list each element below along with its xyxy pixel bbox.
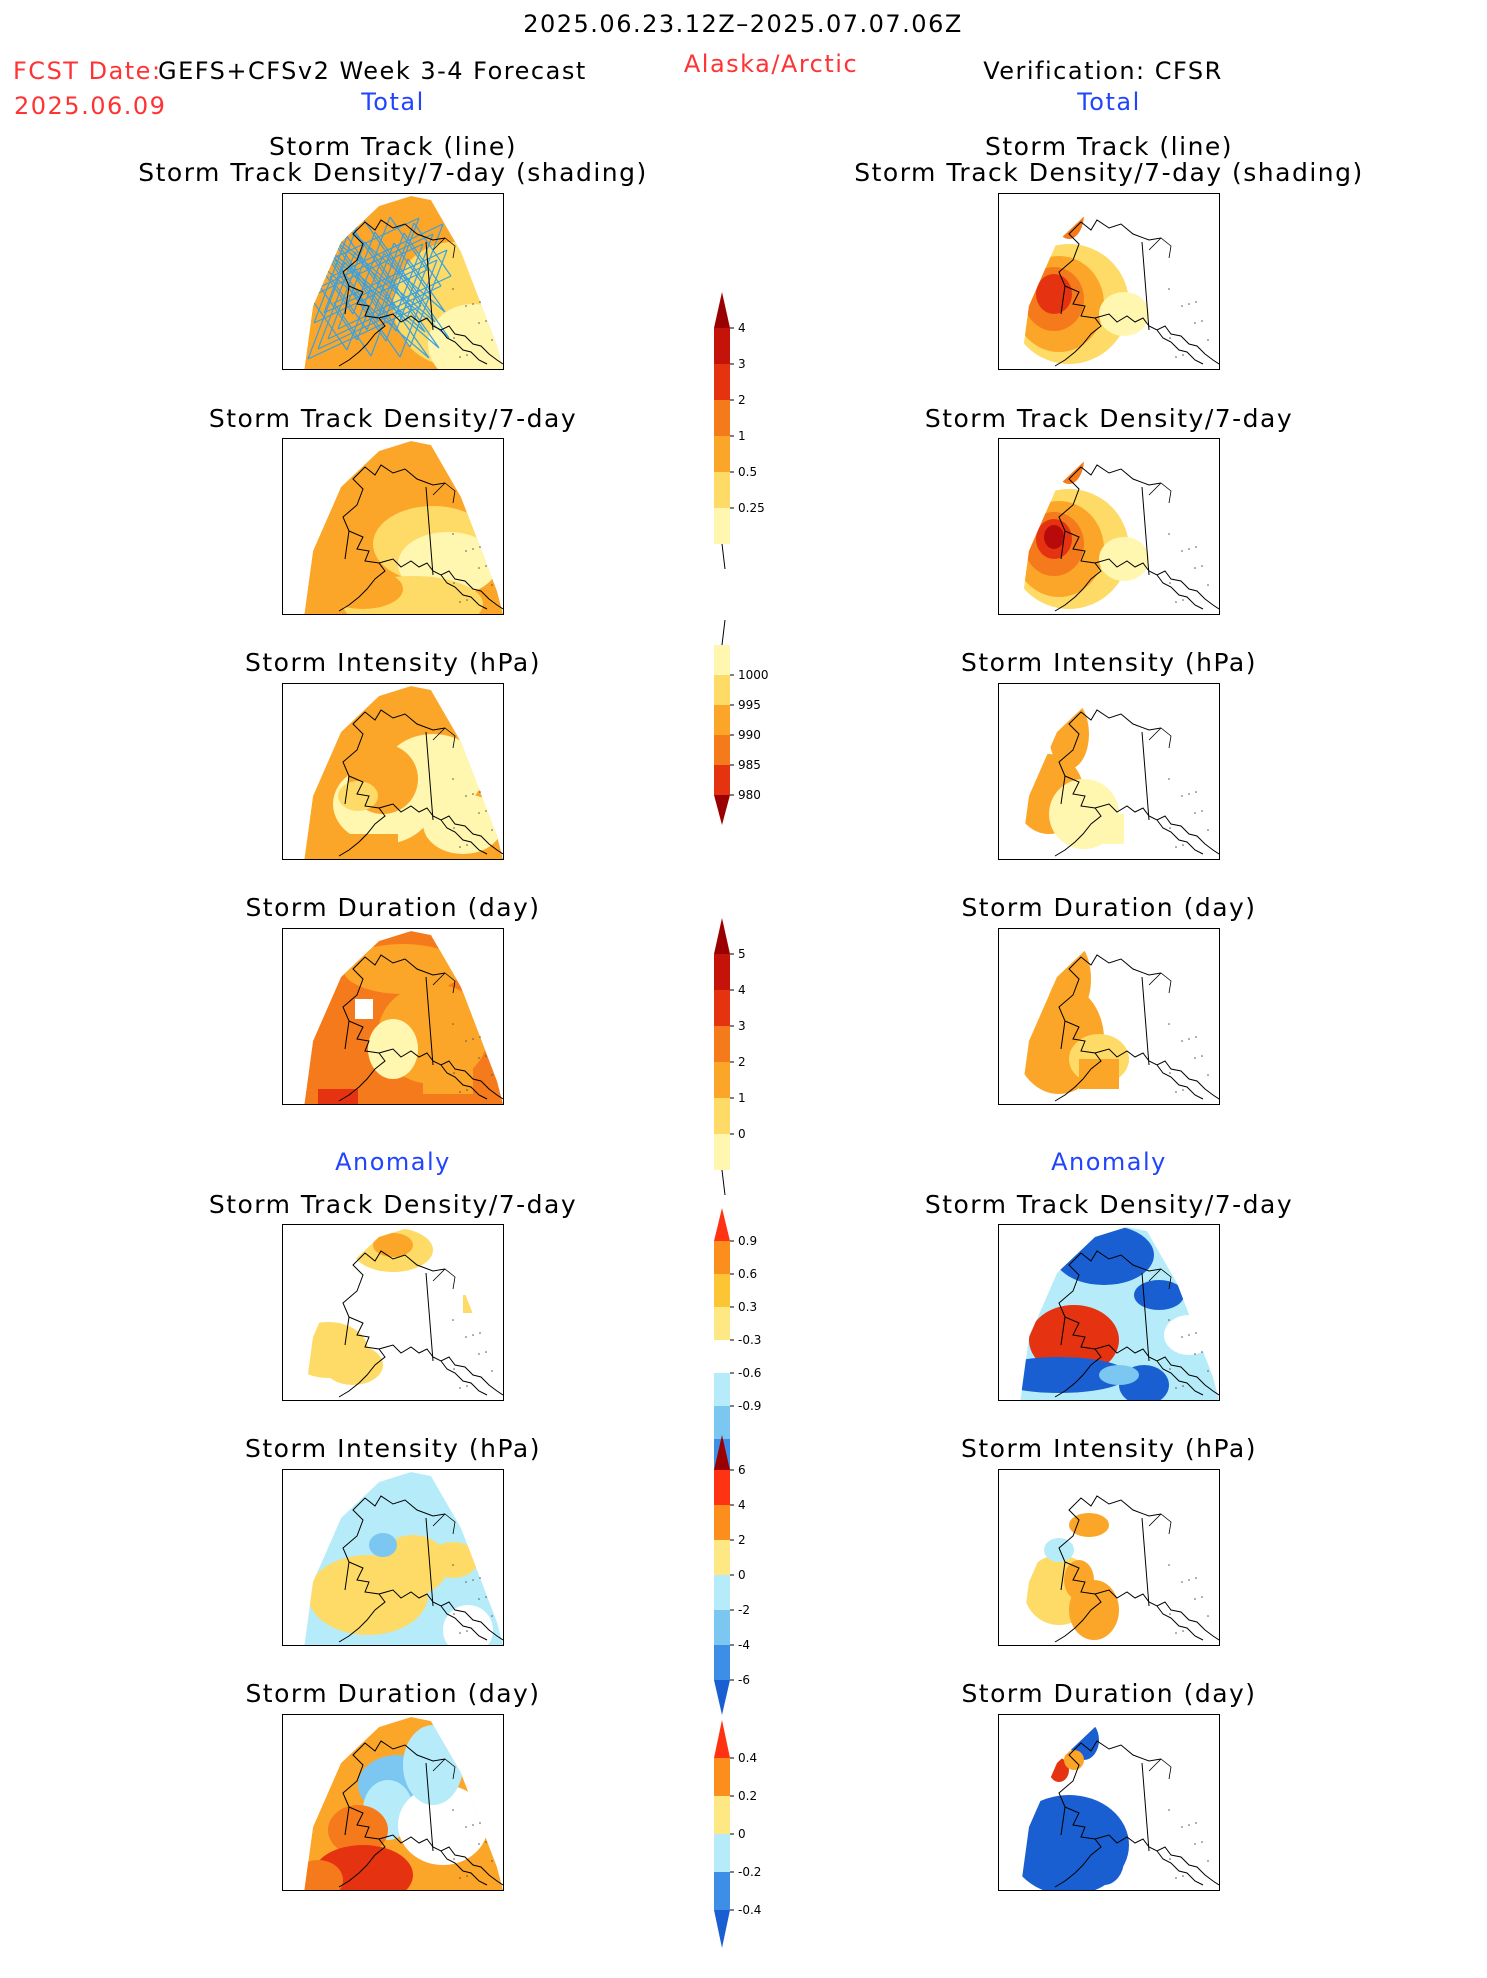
- colorbar-label: 0.2: [738, 1789, 757, 1803]
- section-anomaly-left: Anomaly: [335, 1148, 451, 1176]
- title-density-left: Storm Track Density/7-day: [208, 404, 578, 433]
- fcst-date: 2025.06.09: [14, 92, 167, 120]
- map-duration-cfsr: [998, 928, 1220, 1105]
- map-track-forecast: [282, 193, 504, 370]
- colorbar-label: 0.5: [738, 465, 757, 479]
- section-anomaly-right: Anomaly: [1051, 1148, 1167, 1176]
- map-anom-intensity-cfsr: [998, 1469, 1220, 1646]
- title-track-shading-right: Storm Track Density/7-day (shading): [854, 158, 1364, 187]
- verification-title: Verification: CFSR: [983, 57, 1223, 85]
- title-anom-duration-left: Storm Duration (day): [245, 1679, 541, 1708]
- map-track-cfsr: [998, 193, 1220, 370]
- title-anom-intensity-right: Storm Intensity (hPa): [961, 1434, 1257, 1463]
- colorbar-density-anom: 0.9 0.6 0.3 -0.3 -0.6 -0.9: [714, 1178, 784, 1535]
- colorbar-density-total: 0.25 0.5 1 2 3 4: [714, 262, 784, 574]
- colorbar-label: -2: [738, 1603, 750, 1617]
- colorbar-label: -0.2: [738, 1865, 761, 1879]
- title-anom-density-left: Storm Track Density/7-day: [208, 1190, 578, 1219]
- map-intensity-cfsr: [998, 683, 1220, 860]
- region-title: Alaska/Arctic: [683, 50, 859, 78]
- colorbar-label: 4: [738, 321, 746, 335]
- colorbar-label: 1: [738, 1091, 746, 1105]
- colorbar-label: -4: [738, 1638, 750, 1652]
- colorbar-label: 2: [738, 1055, 746, 1069]
- colorbar-label: -0.4: [738, 1903, 761, 1917]
- section-total-right: Total: [1077, 88, 1141, 116]
- section-total-left: Total: [361, 88, 425, 116]
- colorbar-label: 0.25: [738, 501, 765, 515]
- map-intensity-forecast: [282, 683, 504, 860]
- colorbar-label: 3: [738, 1019, 746, 1033]
- map-density-cfsr: [998, 438, 1220, 615]
- colorbar-label: 0.3: [738, 1300, 757, 1314]
- colorbar-label: 2: [738, 393, 746, 407]
- title-intensity-right: Storm Intensity (hPa): [961, 648, 1257, 677]
- map-anom-density-cfsr: [998, 1224, 1220, 1401]
- colorbar-label: 6: [738, 1463, 746, 1477]
- colorbar-label: 4: [738, 1498, 746, 1512]
- colorbar-label: 4: [738, 983, 746, 997]
- map-duration-forecast: [282, 928, 504, 1105]
- colorbar-label: -0.6: [738, 1366, 761, 1380]
- title-track-line-right: Storm Track (line): [984, 132, 1234, 161]
- map-density-forecast: [282, 438, 504, 615]
- colorbar-intensity-total: 1000 995 990 985 980: [714, 619, 784, 855]
- colorbar-label: 0: [738, 1127, 746, 1141]
- colorbar-label: 0.4: [738, 1751, 757, 1765]
- colorbar-label: 5: [738, 947, 746, 961]
- colorbar-label: 0.6: [738, 1267, 757, 1281]
- title-track-line-left: Storm Track (line): [268, 132, 518, 161]
- colorbar-label: 990: [738, 728, 761, 742]
- colorbar-label: 1: [738, 429, 746, 443]
- colorbar-label: 2: [738, 1533, 746, 1547]
- title-duration-left: Storm Duration (day): [245, 893, 541, 922]
- colorbar-label: 995: [738, 698, 761, 712]
- period-title: 2025.06.23.12Z–2025.07.07.06Z: [523, 10, 963, 38]
- colorbar-label: 985: [738, 758, 761, 772]
- colorbar-duration-total: 0 1 2 3 4 5: [714, 888, 784, 1200]
- colorbar-label: 1000: [738, 668, 769, 682]
- title-anom-density-right: Storm Track Density/7-day: [924, 1190, 1294, 1219]
- title-duration-right: Storm Duration (day): [961, 893, 1257, 922]
- colorbar-label: 0: [738, 1827, 746, 1841]
- model-title: GEFS+CFSv2 Week 3-4 Forecast: [158, 57, 587, 85]
- map-anom-density-forecast: [282, 1224, 504, 1401]
- colorbar-label: 0: [738, 1568, 746, 1582]
- map-anom-duration-forecast: [282, 1714, 504, 1891]
- title-anom-intensity-left: Storm Intensity (hPa): [245, 1434, 541, 1463]
- title-density-right: Storm Track Density/7-day: [924, 404, 1294, 433]
- colorbar-label: 0.9: [738, 1234, 757, 1248]
- title-track-shading-left: Storm Track Density/7-day (shading): [138, 158, 648, 187]
- colorbar-label: -0.3: [738, 1333, 761, 1347]
- colorbar-intensity-anom: 6 4 2 0 -2 -4 -6: [714, 1405, 784, 1745]
- title-intensity-left: Storm Intensity (hPa): [245, 648, 541, 677]
- colorbar-label: -0.9: [738, 1399, 761, 1413]
- colorbar-label: 3: [738, 357, 746, 371]
- colorbar-label: 980: [738, 788, 761, 802]
- colorbar-duration-anom: 0.4 0.2 0 -0.2 -0.4: [714, 1690, 784, 1978]
- map-anom-duration-cfsr: [998, 1714, 1220, 1891]
- colorbar-label: -6: [738, 1673, 750, 1687]
- title-anom-duration-right: Storm Duration (day): [961, 1679, 1257, 1708]
- map-anom-intensity-forecast: [282, 1469, 504, 1646]
- fcst-date-label: FCST Date:: [13, 57, 162, 85]
